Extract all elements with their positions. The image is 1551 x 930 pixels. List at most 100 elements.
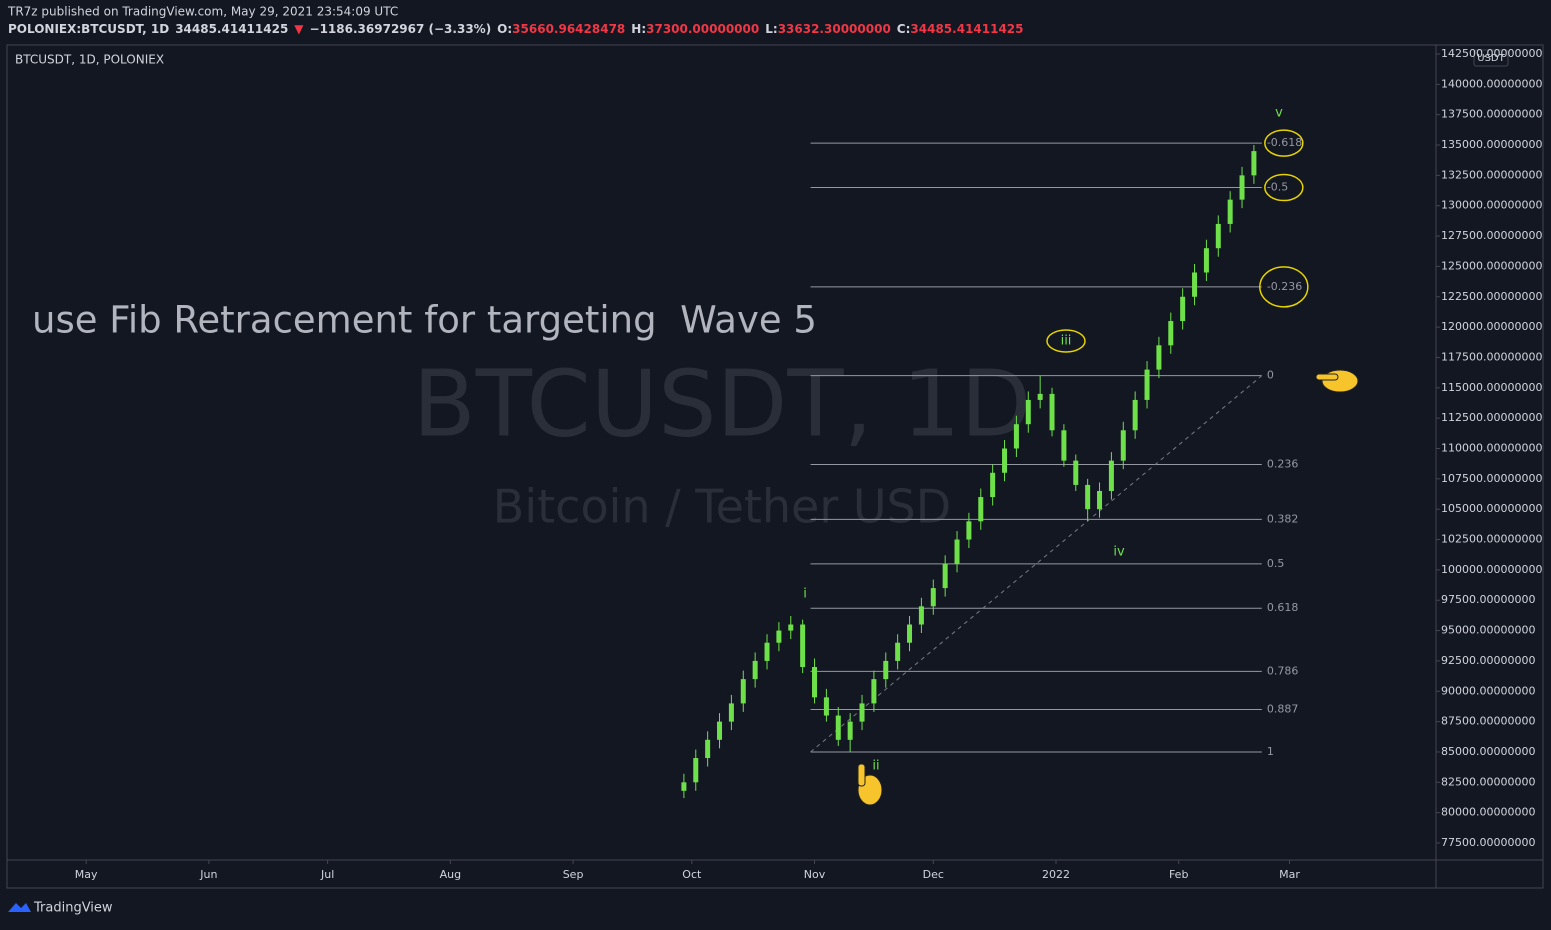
candle-body: [847, 721, 853, 740]
x-tick-label: Nov: [804, 868, 826, 881]
x-tick-label: Mar: [1279, 868, 1300, 881]
candle-body: [681, 782, 687, 791]
candle-body: [1251, 151, 1257, 176]
x-tick-label: Sep: [563, 868, 584, 881]
candle-body: [907, 624, 913, 643]
brand: TradingView: [33, 901, 113, 916]
y-tick-label: 137500.00000000: [1441, 108, 1542, 121]
candle-body: [740, 679, 746, 704]
header-value: 37300.00000000: [646, 22, 759, 36]
header-label: O:: [497, 22, 512, 36]
fib-label: 0.382: [1267, 512, 1299, 525]
candle-body: [1192, 272, 1198, 297]
wave-label: iii: [1061, 334, 1072, 349]
candle-body: [895, 642, 901, 661]
candle-body: [930, 588, 936, 607]
fib-label: -0.5: [1267, 181, 1288, 194]
candle-body: [752, 660, 758, 680]
y-tick-label: 110000.00000000: [1441, 441, 1542, 454]
fib-label: -0.236: [1267, 280, 1302, 293]
y-tick-label: 112500.00000000: [1441, 411, 1542, 424]
x-tick-label: May: [75, 868, 98, 881]
header-value: 33632.30000000: [778, 22, 891, 36]
header-arrow: ▼: [294, 22, 304, 36]
y-tick-label: 97500.00000000: [1441, 593, 1535, 606]
hand-icon: [1315, 369, 1359, 393]
header-symbol: POLONIEX:BTCUSDT, 1D: [8, 22, 169, 36]
y-tick-label: 122500.00000000: [1441, 290, 1542, 303]
hand-icon: [857, 763, 883, 806]
candle-body: [978, 497, 984, 522]
fib-label: 0: [1267, 369, 1274, 382]
candle-body: [728, 703, 734, 722]
y-tick-label: 90000.00000000: [1441, 684, 1535, 697]
x-tick-label: Aug: [440, 868, 461, 881]
candle-body: [835, 715, 841, 740]
x-tick-label: Dec: [923, 868, 944, 881]
publisher: TR7z published on TradingView.com, May 2…: [7, 5, 398, 19]
fib-label: -0.618: [1267, 136, 1302, 149]
y-tick-label: 107500.00000000: [1441, 472, 1542, 485]
fib-highlight: [1259, 266, 1309, 308]
y-tick-label: 82500.00000000: [1441, 775, 1535, 788]
candle-body: [918, 606, 924, 625]
header-value: 35660.96428478: [512, 22, 625, 36]
y-tick-label: 125000.00000000: [1441, 259, 1542, 272]
candle-body: [776, 630, 782, 643]
candle-body: [1239, 175, 1245, 200]
candle-body: [883, 660, 889, 680]
candle-body: [990, 472, 996, 498]
header-label: C:: [897, 22, 911, 36]
fib-highlight: [1264, 129, 1304, 157]
y-tick-label: 80000.00000000: [1441, 806, 1535, 819]
candle-body: [1132, 399, 1138, 431]
fib-label: 0.236: [1267, 457, 1299, 470]
currency: USDT: [1477, 53, 1505, 64]
candle-body: [800, 624, 806, 667]
watermark: BTCUSDT, 1D: [413, 350, 1032, 457]
y-tick-label: 77500.00000000: [1441, 836, 1535, 849]
watermark-sub: Bitcoin / Tether USD: [493, 480, 951, 534]
y-tick-label: 92500.00000000: [1441, 654, 1535, 667]
candle-body: [1227, 199, 1233, 224]
candle-body: [764, 642, 770, 661]
candle-body: [1061, 430, 1067, 461]
fib-label: 0.618: [1267, 601, 1299, 614]
header-last: 34485.41411425: [175, 22, 288, 36]
candle-body: [1144, 369, 1150, 400]
y-tick-label: 102500.00000000: [1441, 533, 1542, 546]
y-tick-label: 117500.00000000: [1441, 350, 1542, 363]
annotation: use Fib Retracement for targeting Wave 5: [32, 299, 817, 342]
candle-body: [1108, 460, 1114, 491]
header-label: H:: [631, 22, 646, 36]
candle-body: [954, 539, 960, 564]
candle-body: [1037, 393, 1043, 400]
y-tick-label: 87500.00000000: [1441, 715, 1535, 728]
symbol-label: BTCUSDT, 1D, POLONIEX: [15, 53, 164, 67]
header-label: L:: [765, 22, 777, 36]
candle-body: [1097, 490, 1103, 510]
candle-body: [859, 703, 865, 722]
y-tick-label: 115000.00000000: [1441, 381, 1542, 394]
header-change: −1186.36972967 (−3.33%): [310, 22, 492, 36]
fib-label: 0.887: [1267, 702, 1299, 715]
y-tick-label: 142500.00000000: [1441, 47, 1542, 60]
wave-highlight: [1046, 329, 1086, 353]
y-tick-label: 105000.00000000: [1441, 502, 1542, 515]
y-tick-label: 100000.00000000: [1441, 563, 1542, 576]
x-tick-label: Feb: [1169, 868, 1188, 881]
candle-body: [717, 721, 723, 740]
wave-label: v: [1275, 106, 1283, 121]
candle-body: [788, 624, 794, 631]
fib-label: 0.5: [1267, 557, 1285, 570]
candle-body: [942, 563, 948, 589]
candle-body: [812, 666, 818, 698]
candle-body: [1049, 393, 1055, 431]
y-tick-label: 132500.00000000: [1441, 168, 1542, 181]
x-tick-label: Jul: [320, 868, 334, 881]
fib-label: 1: [1267, 745, 1274, 758]
logo: [8, 903, 31, 912]
fib-label: 0.786: [1267, 664, 1299, 677]
